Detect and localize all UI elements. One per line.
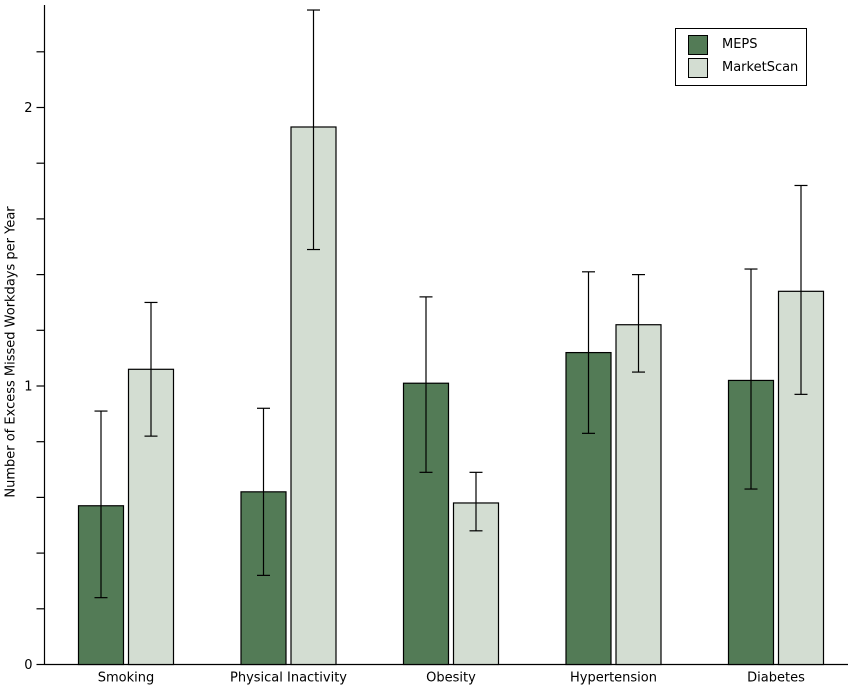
x-category-label: Diabetes [747,671,805,686]
y-tick-label: 2 [24,101,32,116]
y-tick-label: 0 [24,658,32,673]
bar-marketscan-hypertension [615,324,662,666]
x-category-label: Obesity [426,671,476,686]
x-category-label: Smoking [98,671,155,686]
y-tick-label: 1 [24,380,32,395]
legend-label-marketscan: MarketScan [722,60,799,75]
legend-swatch-meps [688,35,708,55]
x-category-label: Physical Inactivity [230,671,347,686]
legend-label-meps: MEPS [722,37,758,52]
x-category-label: Hypertension [570,671,657,686]
legend: MEPS MarketScan [675,28,807,86]
y-axis-title: Number of Excess Missed Workdays per Yea… [3,206,19,498]
legend-swatch-marketscan [688,58,708,78]
